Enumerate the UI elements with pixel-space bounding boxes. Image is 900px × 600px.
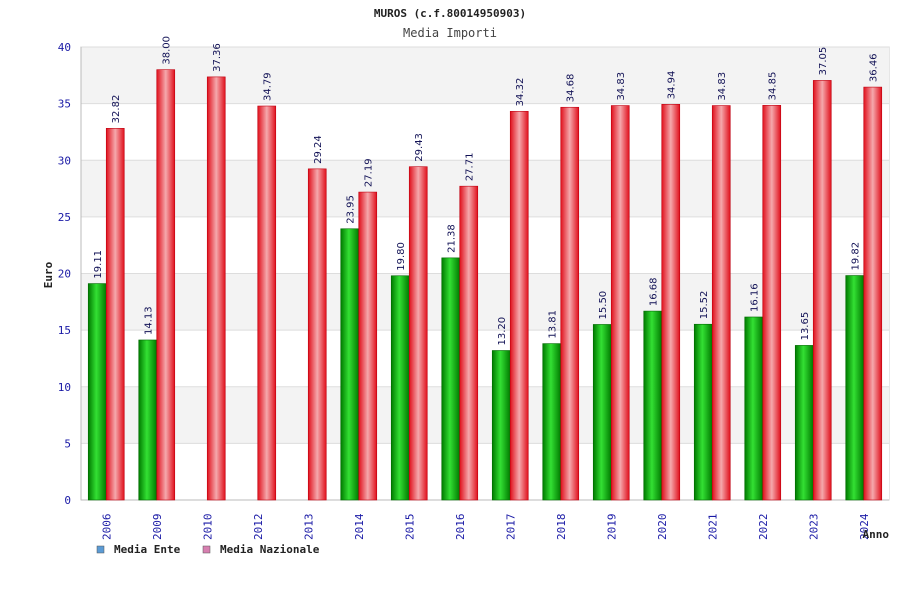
legend-swatch-media-ente bbox=[96, 545, 105, 554]
x-axis-label: Anno bbox=[863, 528, 890, 541]
bar-media-ente bbox=[138, 339, 158, 501]
bar-value-label: 38.00 bbox=[162, 36, 173, 65]
x-tick-label: 2016 bbox=[454, 514, 467, 541]
bar-media-nazionale bbox=[105, 128, 125, 501]
chart-subtitle: Media Importi bbox=[403, 26, 497, 40]
bar-value-label: 37.05 bbox=[818, 47, 829, 76]
x-tick-label: 2018 bbox=[555, 514, 568, 541]
bar-value-label: 34.79 bbox=[263, 72, 274, 101]
bar-media-ente bbox=[693, 323, 713, 501]
y-axis-ticks: 0 5 10 15 20 25 30 35 40 bbox=[58, 41, 71, 507]
bar-value-label: 13.20 bbox=[497, 317, 508, 346]
x-tick-label: 2009 bbox=[151, 514, 164, 541]
bar-media-ente bbox=[794, 345, 814, 501]
x-tick-label: 2006 bbox=[100, 514, 113, 541]
y-tick-label: 0 bbox=[64, 494, 71, 507]
bar-media-nazionale bbox=[257, 105, 277, 501]
y-tick-label: 35 bbox=[58, 98, 71, 111]
y-tick-label: 25 bbox=[58, 211, 71, 224]
bar-media-nazionale bbox=[509, 111, 529, 501]
bar-media-nazionale bbox=[610, 105, 630, 501]
bar-media-nazionale bbox=[408, 166, 428, 501]
x-tick-label: 2024 bbox=[858, 513, 871, 540]
legend: Media Ente Media Nazionale bbox=[96, 543, 320, 556]
bar-value-label: 19.11 bbox=[93, 250, 104, 279]
bar-media-ente bbox=[643, 310, 663, 501]
bar-value-label: 23.95 bbox=[346, 195, 357, 224]
legend-swatch-media-nazionale bbox=[202, 545, 211, 554]
chart-title: MUROS (c.f.80014950903) bbox=[374, 7, 526, 20]
bar-value-label: 34.32 bbox=[515, 78, 526, 107]
bar-media-ente bbox=[542, 343, 562, 501]
bar-value-label: 36.46 bbox=[869, 53, 880, 82]
bar-media-nazionale bbox=[762, 105, 782, 501]
bar-media-nazionale bbox=[560, 106, 580, 501]
y-tick-label: 5 bbox=[64, 437, 71, 450]
bar-media-ente bbox=[390, 275, 410, 501]
bar-value-label: 13.81 bbox=[548, 310, 559, 339]
bar-value-label: 34.83 bbox=[616, 72, 627, 101]
y-tick-label: 30 bbox=[58, 154, 71, 167]
x-tick-label: 2020 bbox=[656, 514, 669, 541]
x-tick-label: 2021 bbox=[706, 514, 719, 541]
x-axis-ticks: 2006 2009 2010 2012 2013 2014 2015 2016 2017 2018… bbox=[100, 513, 871, 540]
bar-media-ente bbox=[441, 257, 461, 501]
bar-value-label: 37.36 bbox=[212, 43, 223, 72]
bar-value-label: 29.43 bbox=[414, 133, 425, 162]
bar-labels-group: 19.11 32.82 14.13 38.00 37.36 34.79 29.24 23.95… bbox=[93, 36, 880, 346]
bar-value-label: 15.50 bbox=[598, 291, 609, 320]
bar-value-label: 34.94 bbox=[667, 71, 678, 100]
bar-media-nazionale bbox=[307, 168, 327, 501]
bar-media-nazionale bbox=[812, 80, 832, 501]
x-tick-label: 2023 bbox=[807, 514, 820, 541]
legend-label-media-ente: Media Ente bbox=[114, 543, 181, 556]
bar-value-label: 27.71 bbox=[465, 153, 476, 182]
bar-value-label: 34.68 bbox=[566, 74, 577, 103]
bar-value-label: 15.52 bbox=[699, 291, 710, 320]
x-tick-label: 2013 bbox=[302, 514, 315, 541]
bar-value-label: 27.19 bbox=[364, 158, 375, 187]
bar-media-nazionale bbox=[459, 185, 479, 501]
x-tick-label: 2019 bbox=[605, 514, 618, 541]
bar-value-label: 14.13 bbox=[144, 306, 155, 335]
x-tick-label: 2014 bbox=[353, 513, 366, 540]
y-tick-label: 40 bbox=[58, 41, 71, 54]
bar-media-ente bbox=[592, 324, 612, 501]
y-tick-label: 20 bbox=[58, 268, 71, 281]
bar-media-ente bbox=[340, 228, 360, 501]
y-tick-label: 10 bbox=[58, 381, 71, 394]
bar-media-ente bbox=[87, 283, 107, 501]
x-tick-label: 2022 bbox=[757, 514, 770, 541]
bar-media-nazionale bbox=[711, 105, 731, 501]
bars-group bbox=[87, 69, 883, 501]
bar-media-ente bbox=[744, 316, 764, 501]
x-tick-label: 2010 bbox=[201, 514, 214, 541]
bar-media-nazionale bbox=[206, 76, 226, 501]
bar-value-label: 34.85 bbox=[768, 72, 779, 101]
bar-value-label: 19.80 bbox=[396, 242, 407, 271]
bar-value-label: 16.68 bbox=[649, 277, 660, 306]
bar-media-ente bbox=[491, 350, 511, 501]
legend-label-media-nazionale: Media Nazionale bbox=[220, 543, 320, 556]
bar-value-label: 13.65 bbox=[800, 312, 811, 341]
bar-value-label: 34.83 bbox=[717, 72, 728, 101]
bar-value-label: 21.38 bbox=[447, 224, 458, 253]
y-tick-label: 15 bbox=[58, 324, 71, 337]
bar-value-label: 32.82 bbox=[111, 95, 122, 124]
x-tick-label: 2017 bbox=[504, 514, 517, 541]
x-tick-label: 2012 bbox=[252, 514, 265, 541]
bar-value-label: 19.82 bbox=[851, 242, 862, 271]
bar-value-label: 29.24 bbox=[313, 135, 324, 164]
bar-value-label: 16.16 bbox=[750, 283, 761, 312]
bar-media-nazionale bbox=[156, 69, 176, 501]
bar-media-nazionale bbox=[863, 86, 883, 501]
bar-media-ente bbox=[845, 275, 865, 501]
bar-media-nazionale bbox=[661, 104, 681, 501]
x-tick-label: 2015 bbox=[403, 514, 416, 541]
y-axis-label: Euro bbox=[42, 261, 55, 288]
bar-media-nazionale bbox=[358, 191, 378, 501]
